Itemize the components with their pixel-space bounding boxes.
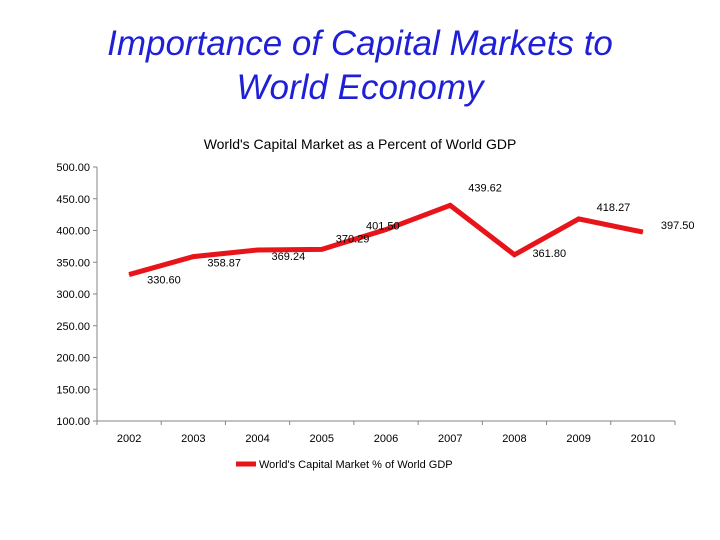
y-axis: 100.00 150.00 200.00 250.00 300.00 350.00 400.… [56,162,98,428]
data-point [192,256,194,258]
data-label: 370.29 [336,233,370,245]
y-tick-label: 400.00 [56,226,90,238]
y-tick-label: 150.00 [56,384,90,396]
y-tick-label: 300.00 [56,289,90,301]
legend: World's Capital Market % of World GDP [236,459,453,471]
data-point [128,274,130,276]
series-line [128,202,644,277]
x-tick-label: 2004 [245,433,269,445]
x-tick-label: 2010 [631,433,655,445]
x-tick-label: 2009 [566,433,590,445]
data-point [385,229,387,231]
data-point [321,248,323,250]
data-label: 401.50 [366,221,400,233]
data-point [513,254,515,256]
data-label: 418.27 [597,202,631,214]
y-tick-label: 350.00 [56,257,90,269]
data-label: 369.24 [272,251,306,263]
data-point [578,218,580,220]
data-label: 361.80 [532,248,566,260]
y-tick-label: 450.00 [56,194,90,206]
data-point [642,231,644,233]
data-label: 439.62 [468,182,502,194]
y-tick-label: 200.00 [56,353,90,365]
data-label: 330.60 [147,275,181,287]
y-tick-label: 100.00 [56,416,90,428]
y-tick-label: 500.00 [56,162,90,174]
x-axis: 2002 2003 2004 2005 2006 2007 2008 2009 2010 [96,420,676,445]
y-tick-label: 250.00 [56,321,90,333]
slide-title: Importance of Capital Markets to World E… [0,22,720,110]
slide-title-line-1: Importance of Capital Markets to [107,24,613,63]
x-tick-label: 2007 [438,433,462,445]
x-tick-label: 2003 [181,433,205,445]
legend-label: World's Capital Market % of World GDP [259,459,453,471]
x-tick-label: 2008 [502,433,526,445]
x-tick-label: 2006 [374,433,398,445]
data-label: 397.50 [661,220,695,232]
x-tick-label: 2005 [310,433,334,445]
data-point [449,204,451,206]
data-point [257,249,259,251]
data-label: 358.87 [207,258,241,270]
x-tick-label: 2002 [117,433,141,445]
slide-title-line-2: World Economy [236,68,484,107]
chart-title: World's Capital Market as a Percent of W… [204,136,517,152]
